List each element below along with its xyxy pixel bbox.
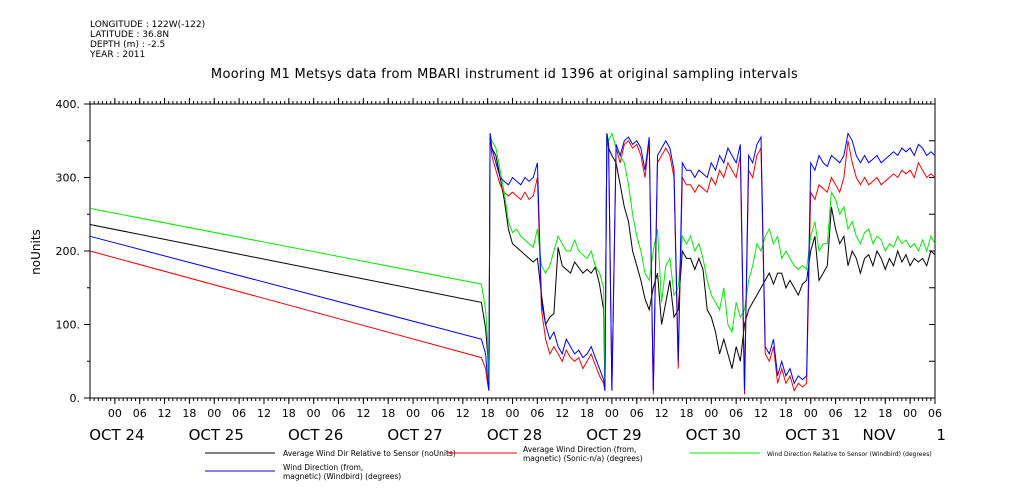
x-tick-label: 06: [133, 407, 147, 420]
x-tick-label: 12: [655, 407, 669, 420]
x-tick-label: 00: [605, 407, 619, 420]
x-tick-label: 18: [679, 407, 693, 420]
x-tick-label: 00: [506, 407, 520, 420]
x-day-label: OCT 25: [189, 426, 244, 444]
x-tick-label: 12: [356, 407, 370, 420]
y-axis-label: noUnits: [29, 229, 43, 275]
x-tick-label: 00: [704, 407, 718, 420]
x-tick-label: 18: [779, 407, 793, 420]
x-day-label: OCT 26: [288, 426, 343, 444]
x-tick-label: 00: [804, 407, 818, 420]
x-day-label: OCT 27: [387, 426, 442, 444]
depth-label: DEPTH (m) : -2.5: [90, 40, 166, 50]
x-tick-label: 06: [729, 407, 743, 420]
y-tick-label: 300.: [56, 172, 81, 185]
x-tick-label: 18: [381, 407, 395, 420]
legend-label-line2: magnetic) (Windbird) (degrees): [283, 472, 401, 481]
x-day-label: NOV: [862, 426, 896, 444]
legend-label: Average Wind Direction (from,: [523, 445, 636, 454]
x-day-label: OCT 24: [89, 426, 144, 444]
legend-label-line2: magnetic) (Sonic-n/a) (degrees): [523, 454, 643, 463]
x-day-label: OCT 30: [686, 426, 741, 444]
x-tick-label: 06: [232, 407, 246, 420]
chart-legend: Average Wind Dir Relative to Sensor (noU…: [205, 445, 932, 481]
x-tick-label: 12: [158, 407, 172, 420]
x-tick-label: 00: [108, 407, 122, 420]
x-tick-label: 06: [431, 407, 445, 420]
x-tick-label: 18: [580, 407, 594, 420]
series-line-2: [89, 131, 936, 384]
y-tick-label: 400.: [56, 98, 81, 111]
series-line-3: [89, 131, 936, 391]
x-day-label: OCT 28: [487, 426, 542, 444]
latitude-label: LATITUDE : 36.8N: [90, 30, 170, 40]
metadata-block: LONGITUDE : 122W(-122) LATITUDE : 36.8N …: [90, 20, 205, 60]
series-line-1: [89, 133, 936, 395]
year-label: YEAR : 2011: [90, 50, 146, 60]
x-day-label: OCT 29: [586, 426, 641, 444]
legend-label: Wind Direction (from,: [283, 463, 363, 472]
x-tick-label: 00: [903, 407, 917, 420]
x-tick-label: 12: [257, 407, 271, 420]
x-day-label: OCT 31: [785, 426, 840, 444]
x-tick-label: 00: [406, 407, 420, 420]
plot-frame: [89, 103, 936, 399]
x-tick-label: 12: [754, 407, 768, 420]
x-tick-label: 06: [332, 407, 346, 420]
chart-title: Mooring M1 Metsys data from MBARI instru…: [210, 67, 799, 82]
x-tick-label: 06: [530, 407, 544, 420]
series-line-0: [89, 133, 936, 384]
y-tick-label: 200.: [56, 245, 81, 258]
y-tick-label: 0.: [70, 392, 81, 405]
x-tick-label: 18: [182, 407, 196, 420]
x-day-label: 1: [936, 426, 946, 444]
chart-axes: 0. 100. 200. 300. 400. 00 06 12 18 00 06 12 18 00 06 12…: [56, 98, 946, 444]
legend-label: Average Wind Dir Relative to Sensor (noU…: [283, 449, 456, 458]
x-tick-label: 00: [307, 407, 321, 420]
x-tick-label: 12: [555, 407, 569, 420]
x-tick-label: 00: [207, 407, 221, 420]
x-tick-label: 12: [456, 407, 470, 420]
legend-label: Wind Direction Relative to Sensor (Windb…: [767, 451, 932, 458]
x-tick-label: 18: [481, 407, 495, 420]
longitude-label: LONGITUDE : 122W(-122): [90, 20, 206, 30]
x-tick-label: 18: [878, 407, 892, 420]
chart-series: [89, 131, 936, 395]
x-tick-label: 06: [928, 407, 942, 420]
x-tick-label: 18: [282, 407, 296, 420]
x-tick-label: 12: [853, 407, 867, 420]
y-tick-label: 100.: [56, 319, 81, 332]
x-tick-label: 06: [829, 407, 843, 420]
x-tick-label: 06: [630, 407, 644, 420]
